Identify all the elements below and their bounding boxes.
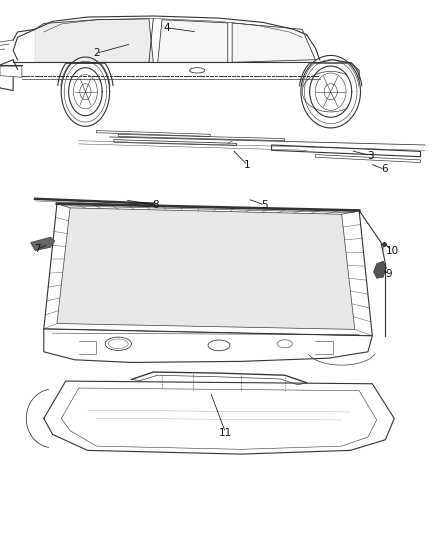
Polygon shape bbox=[374, 261, 386, 278]
Text: 4: 4 bbox=[163, 23, 170, 33]
Text: 11: 11 bbox=[219, 428, 232, 438]
Text: 10: 10 bbox=[385, 246, 399, 255]
Polygon shape bbox=[57, 208, 355, 329]
Text: 5: 5 bbox=[261, 200, 268, 210]
Polygon shape bbox=[31, 237, 55, 251]
Text: 7: 7 bbox=[34, 245, 41, 254]
Polygon shape bbox=[35, 19, 153, 62]
Polygon shape bbox=[232, 23, 315, 62]
Text: 6: 6 bbox=[381, 165, 388, 174]
Text: 8: 8 bbox=[152, 200, 159, 210]
Text: 2: 2 bbox=[93, 49, 100, 58]
Polygon shape bbox=[158, 20, 228, 62]
Text: 1: 1 bbox=[244, 160, 251, 170]
Text: 9: 9 bbox=[385, 270, 392, 279]
Text: 3: 3 bbox=[367, 151, 374, 160]
